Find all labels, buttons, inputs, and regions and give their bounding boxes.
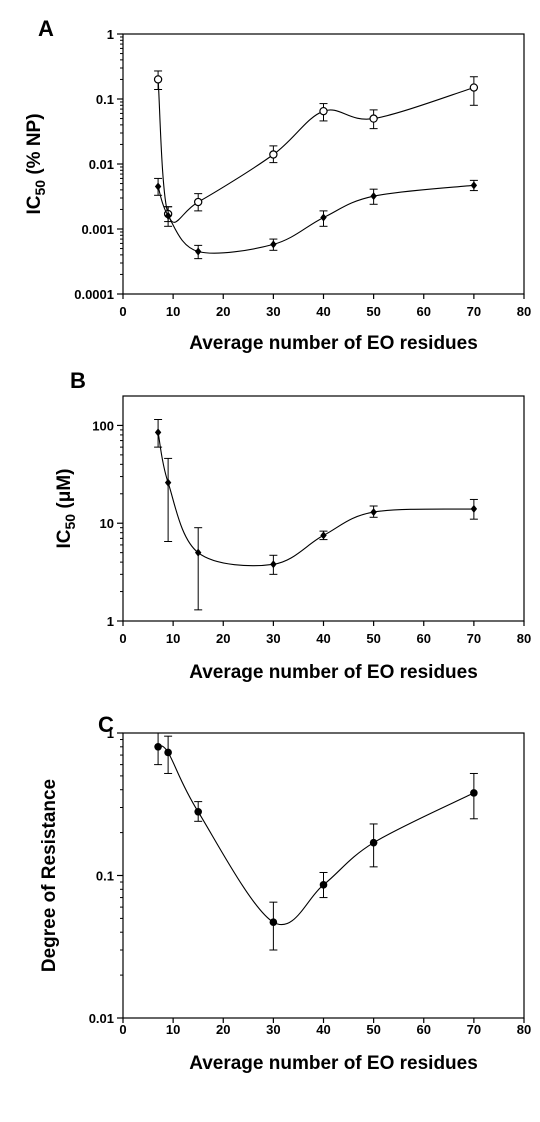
- x-tick-label: 80: [517, 631, 531, 646]
- data-point: [154, 428, 162, 437]
- x-tick-label: 0: [119, 304, 126, 319]
- data-point: [153, 75, 163, 84]
- data-point: [194, 807, 202, 816]
- y-axis-title: IC50 (μM): [54, 469, 78, 549]
- x-tick-label: 80: [517, 304, 531, 319]
- y-tick-label: 0.01: [89, 1011, 114, 1026]
- y-axis-title-main: Degree of Resistance: [39, 779, 60, 972]
- data-point: [369, 114, 378, 123]
- x-tick-label: 40: [316, 1022, 330, 1037]
- x-axis-title: Average number of EO residues: [189, 1053, 478, 1074]
- panel-letter: B: [70, 368, 86, 393]
- series-line: [157, 745, 475, 926]
- y-tick-label: 1: [107, 614, 114, 629]
- y-axis-title: IC50 (% NP): [24, 113, 48, 214]
- series-1: [154, 419, 478, 611]
- x-tick-label: 20: [216, 1022, 230, 1037]
- data-point: [470, 504, 478, 513]
- data-point: [470, 181, 478, 190]
- x-tick-label: 0: [119, 631, 126, 646]
- x-tick-label: 40: [316, 631, 330, 646]
- x-tick-label: 50: [366, 1022, 380, 1037]
- data-point: [319, 881, 328, 889]
- x-tick-label: 10: [166, 304, 180, 319]
- y-tick-label: 1: [107, 27, 114, 42]
- series-1: [153, 70, 479, 223]
- series-line: [157, 184, 474, 254]
- x-tick-label: 70: [467, 304, 481, 319]
- y-axis-title-subscript: 50: [62, 514, 78, 530]
- x-tick-label: 60: [417, 1022, 431, 1037]
- x-tick-label: 50: [366, 304, 380, 319]
- series-line: [157, 432, 474, 567]
- x-axis-title: Average number of EO residues: [189, 333, 478, 354]
- y-axis-title-unit: (% NP): [24, 113, 45, 180]
- data-point: [469, 83, 479, 92]
- y-axis-title-subscript: 50: [32, 180, 48, 196]
- series-2: [154, 177, 478, 260]
- y-axis-title-main: IC: [24, 195, 45, 214]
- y-tick-label: 0.0001: [74, 287, 114, 302]
- x-tick-label: 20: [216, 304, 230, 319]
- x-axis-title: Average number of EO residues: [189, 662, 478, 683]
- panel-c: C 0 10 20 30 40 50 60 70 80 0.01 0.1 1 Average number…: [39, 712, 531, 1074]
- y-tick-label: 1: [107, 726, 114, 741]
- data-point: [369, 838, 378, 847]
- panel-letter: C: [98, 712, 114, 737]
- data-point: [164, 478, 172, 487]
- data-point: [194, 548, 202, 557]
- y-axis-title-unit: (μM): [54, 469, 75, 514]
- data-point: [164, 211, 172, 220]
- panel-letter: A: [38, 16, 54, 41]
- data-point: [269, 918, 278, 927]
- data-point: [270, 560, 277, 569]
- x-tick-label: 0: [119, 1022, 126, 1037]
- y-axis-title-main: IC: [54, 529, 75, 548]
- data-point: [470, 789, 478, 797]
- x-tick-label: 70: [467, 631, 481, 646]
- data-point: [154, 182, 162, 191]
- series-1: [154, 732, 478, 951]
- x-tick-label: 30: [266, 1022, 280, 1037]
- y-tick-label: 0.01: [89, 157, 114, 172]
- panel-b: B 0 10 20 30 40 50 60 70 80 1 10 100 Average number o…: [54, 368, 531, 683]
- x-tick-label: 60: [417, 304, 431, 319]
- data-point: [164, 748, 172, 757]
- y-tick-label: 100: [92, 418, 114, 433]
- data-point: [320, 531, 327, 540]
- y-tick-label: 10: [100, 516, 114, 531]
- data-point: [320, 213, 327, 222]
- data-point: [154, 743, 162, 751]
- x-tick-label: 40: [316, 304, 330, 319]
- plot-frame: [122, 33, 525, 295]
- data-point: [270, 240, 277, 249]
- y-tick-label: 0.1: [96, 92, 114, 107]
- x-tick-label: 70: [467, 1022, 481, 1037]
- data-point: [370, 508, 377, 517]
- y-tick-label: 0.1: [96, 869, 114, 884]
- data-point: [319, 106, 328, 116]
- x-tick-label: 10: [166, 631, 180, 646]
- y-axis-title: Degree of Resistance: [39, 779, 60, 972]
- data-point: [269, 150, 278, 159]
- x-tick-label: 30: [266, 631, 280, 646]
- x-tick-label: 80: [517, 1022, 531, 1037]
- data-point: [194, 247, 202, 256]
- x-tick-label: 30: [266, 304, 280, 319]
- data-point: [370, 192, 377, 201]
- x-tick-label: 50: [366, 631, 380, 646]
- x-tick-label: 20: [216, 631, 230, 646]
- series-line: [157, 79, 475, 223]
- data-point: [193, 197, 203, 207]
- y-tick-label: 0.001: [81, 222, 114, 237]
- panel-a: A 0 10 20 30 40 50 60 70 80 0.0001 0.001 0.01 0.1 1 Ave…: [24, 16, 531, 354]
- x-tick-label: 10: [166, 1022, 180, 1037]
- x-tick-label: 60: [417, 631, 431, 646]
